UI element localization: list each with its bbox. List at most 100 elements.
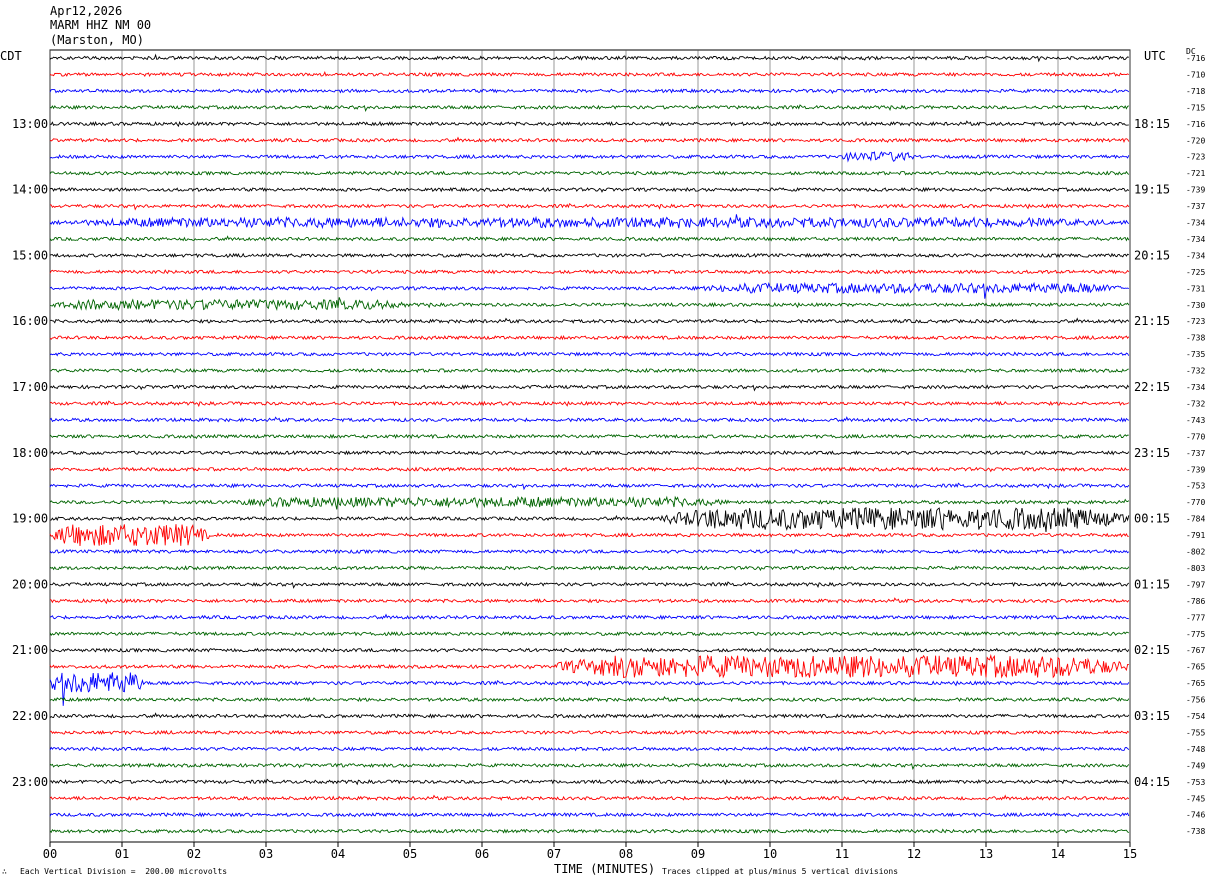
x-tick-label: 10 xyxy=(763,847,777,861)
dc-offset-label: -756 xyxy=(1186,696,1205,705)
x-tick-label: 01 xyxy=(115,847,129,861)
trace-row xyxy=(49,170,1130,176)
right-hour-label: 20:15 xyxy=(1134,248,1170,262)
trace-row xyxy=(49,729,1130,736)
dc-offset-label: -716 xyxy=(1186,54,1205,63)
trace-row xyxy=(49,351,1130,357)
dc-offset-label: -718 xyxy=(1186,87,1205,96)
clip-note: Traces clipped at plus/minus 5 vertical … xyxy=(662,867,899,876)
right-timezone-label: UTC xyxy=(1144,49,1166,63)
dc-offset-label: -748 xyxy=(1186,745,1205,754)
dc-offset-label: -755 xyxy=(1186,728,1205,737)
x-tick-label: 14 xyxy=(1051,847,1065,861)
left-hour-label: 20:00 xyxy=(12,577,48,591)
trace-row xyxy=(49,433,1129,440)
left-hour-label: 21:00 xyxy=(12,643,48,657)
trace-row xyxy=(49,120,1129,128)
dc-offset-label: -784 xyxy=(1186,515,1205,524)
trace-row xyxy=(49,466,1129,473)
dc-offset-label: -725 xyxy=(1186,268,1205,277)
dc-offset-label: -749 xyxy=(1186,761,1205,770)
dc-offset-label: -737 xyxy=(1186,449,1205,458)
dc-offset-label: -723 xyxy=(1186,153,1205,162)
right-hour-label: 00:15 xyxy=(1134,512,1170,526)
trace-row xyxy=(49,811,1130,818)
right-hour-label: 18:15 xyxy=(1134,117,1170,131)
station-label: MARM HHZ NM 00 xyxy=(50,18,152,32)
dc-offset-label: -791 xyxy=(1186,531,1205,540)
trace-row xyxy=(49,104,1130,112)
dc-offset-label: -765 xyxy=(1186,679,1205,688)
trace-row xyxy=(49,252,1130,259)
dc-offset-label: -734 xyxy=(1186,251,1205,260)
left-hour-label: 18:00 xyxy=(12,446,48,460)
dc-offset-label: -738 xyxy=(1186,827,1205,836)
x-tick-label: 08 xyxy=(619,847,633,861)
trace-row xyxy=(49,70,1130,78)
x-tick-label: 00 xyxy=(43,847,57,861)
axis-labels: 00 01 02 03 04 05 06 07 08 09 10 11 12 13 14 15 -716 -710… xyxy=(12,54,1205,861)
left-hour-label: 22:00 xyxy=(12,709,48,723)
x-tick-label: 09 xyxy=(691,847,705,861)
trace-row xyxy=(49,762,1130,770)
trace-row xyxy=(49,151,1130,163)
x-tick-label: 05 xyxy=(403,847,417,861)
trace-row xyxy=(49,778,1129,786)
dc-offset-label: -803 xyxy=(1186,564,1205,573)
dc-offset-label: -753 xyxy=(1186,482,1205,491)
trace-row xyxy=(49,235,1130,242)
trace-row xyxy=(49,653,1129,679)
dc-offset-label: -715 xyxy=(1186,103,1205,112)
dc-offset-label: -754 xyxy=(1186,712,1205,721)
dc-offset-label: -737 xyxy=(1186,202,1205,211)
dc-offset-label: -732 xyxy=(1186,399,1205,408)
trace-row xyxy=(49,548,1130,555)
trace-row xyxy=(49,672,1130,706)
trace-row xyxy=(49,136,1130,143)
trace-row xyxy=(50,507,1130,533)
left-hour-label: 15:00 xyxy=(12,248,48,262)
trace-row xyxy=(49,746,1130,752)
dc-offset-label: -767 xyxy=(1186,646,1205,655)
trace-row xyxy=(49,695,1130,703)
left-hour-label: 23:00 xyxy=(12,775,48,789)
dc-offset-label: -731 xyxy=(1186,284,1205,293)
dc-offset-label: -734 xyxy=(1186,235,1205,244)
trace-row xyxy=(49,482,1130,491)
trace-row xyxy=(49,384,1130,392)
location-label: (Marston, MO) xyxy=(50,33,144,47)
trace-row xyxy=(49,214,1130,230)
dc-offset-header: DC xyxy=(1186,47,1196,56)
dc-offset-label: -786 xyxy=(1186,597,1205,606)
left-hour-label: 14:00 xyxy=(12,183,48,197)
trace-row xyxy=(49,597,1130,605)
dc-offset-label: -730 xyxy=(1186,301,1205,310)
left-hour-label: 16:00 xyxy=(12,314,48,328)
trace-row xyxy=(49,317,1130,324)
dc-offset-label: -770 xyxy=(1186,432,1205,441)
right-hour-label: 22:15 xyxy=(1134,380,1170,394)
trace-row xyxy=(49,523,1129,547)
trace-row xyxy=(49,565,1130,572)
dc-offset-label: -716 xyxy=(1186,120,1205,129)
right-hour-label: 23:15 xyxy=(1134,446,1170,460)
x-tick-label: 12 xyxy=(907,847,921,861)
dc-offset-label: -739 xyxy=(1186,465,1205,474)
x-tick-label: 04 xyxy=(331,847,345,861)
trace-row xyxy=(49,269,1130,275)
dc-offset-label: -746 xyxy=(1186,811,1205,820)
date-label: Apr12,2026 xyxy=(50,4,123,18)
x-tick-label: 13 xyxy=(979,847,993,861)
dc-offset-label: -765 xyxy=(1186,663,1205,672)
seismic-traces xyxy=(49,53,1130,834)
right-hour-label: 04:15 xyxy=(1134,775,1170,789)
trace-row xyxy=(49,88,1130,95)
trace-row xyxy=(49,367,1129,374)
trace-row xyxy=(49,712,1130,719)
scale-icon: ∴ xyxy=(2,867,7,876)
dc-offset-label: -735 xyxy=(1186,350,1205,359)
x-tick-label: 03 xyxy=(259,847,273,861)
x-tick-label: 11 xyxy=(835,847,849,861)
left-timezone-label: CDT xyxy=(0,49,22,63)
